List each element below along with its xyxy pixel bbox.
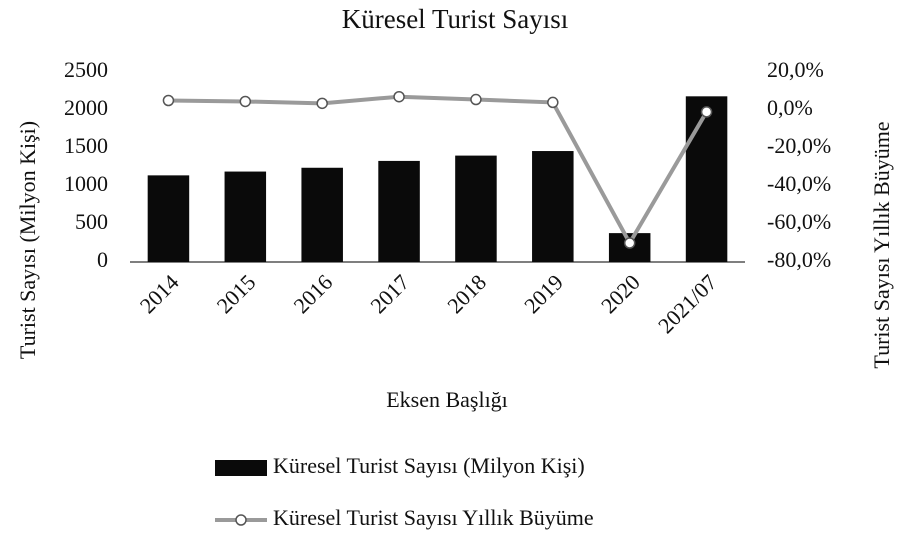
y-tick-label: 2000: [64, 95, 108, 120]
bar: [455, 155, 497, 262]
y2-tick-label: -20,0%: [767, 133, 831, 158]
y-tick-label: 0: [97, 247, 108, 272]
legend-label: Küresel Turist Sayısı Yıllık Büyüme: [273, 505, 594, 530]
x-tick-label: 2018: [442, 269, 491, 318]
bar: [301, 167, 343, 262]
bar: [685, 96, 728, 262]
line-marker: [547, 96, 559, 109]
line: [168, 94, 709, 248]
y2-axis-title: Turist Sayısı Yıllık Büyüme: [869, 121, 894, 368]
legend-swatch: [215, 460, 267, 476]
line-marker: [239, 95, 252, 108]
y-axis-title: Turist Sayısı (Milyon Kişi): [15, 121, 40, 359]
bar: [224, 171, 267, 262]
bar: [147, 175, 190, 262]
y-tick-label: 1000: [64, 171, 108, 196]
line-marker: [316, 97, 328, 110]
y-tick-label: 2500: [64, 57, 108, 82]
line-marker: [623, 237, 636, 249]
line-marker: [393, 90, 405, 103]
y2-tick-label: -40,0%: [767, 171, 831, 196]
legend-marker: [235, 514, 247, 526]
line-marker: [162, 94, 175, 107]
y2-tick-label: 20,0%: [767, 57, 824, 82]
legend-label: Küresel Turist Sayısı (Milyon Kişi): [273, 453, 585, 478]
y2-tick-label: 0,0%: [767, 95, 813, 120]
x-tick-label: 2021/07: [653, 269, 722, 338]
x-tick-label: 2015: [212, 269, 261, 318]
x-tick-label: 2020: [596, 269, 645, 318]
x-tick-label: 2014: [135, 269, 184, 318]
y-tick-label: 1500: [64, 133, 108, 158]
y2-tick-label: -60,0%: [767, 209, 831, 234]
line-marker: [700, 106, 713, 118]
y2-tick-label: -80,0%: [767, 247, 831, 272]
x-tick-label: 2016: [289, 269, 338, 318]
line-marker: [470, 93, 482, 106]
bar: [378, 160, 420, 262]
chart-title: Küresel Turist Sayısı: [342, 4, 569, 34]
y-tick-label: 500: [75, 209, 108, 234]
x-tick-label: 2017: [365, 269, 414, 318]
bar: [532, 151, 574, 262]
x-tick-label: 2019: [519, 269, 568, 318]
x-axis-title: Eksen Başlığı: [386, 387, 508, 412]
